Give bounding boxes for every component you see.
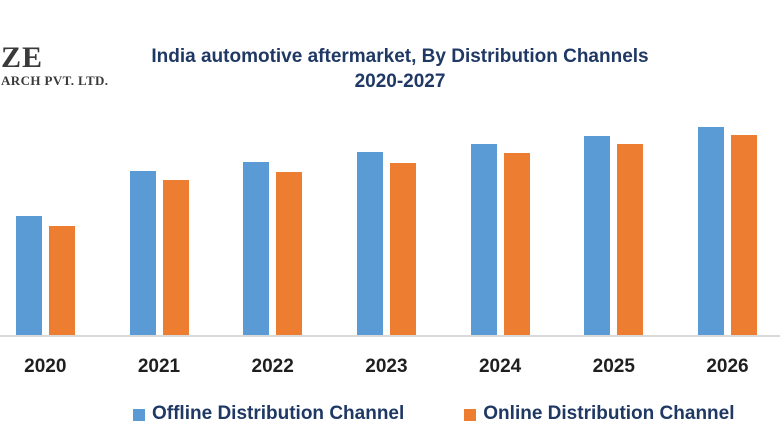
chart-title-line2: 2020-2027 — [354, 71, 446, 92]
chart-title: India automotive aftermarket, By Distrib… — [20, 44, 780, 94]
x-axis-label-2022: 2022 — [251, 356, 294, 377]
offline-legend-swatch-icon — [133, 409, 145, 421]
x-axis-label-2024: 2024 — [478, 356, 522, 377]
legend-label-offline: Offline Distribution Channel — [152, 403, 405, 424]
bar-online-2020 — [48, 226, 75, 335]
bar-online-2023 — [389, 162, 416, 335]
bar-online-2024 — [503, 153, 530, 335]
online-legend-swatch-icon — [464, 409, 477, 421]
bar-online-2025 — [617, 144, 644, 335]
bar-online-2021 — [162, 180, 189, 335]
bar-online-2022 — [276, 171, 303, 335]
chart-legend: Offline Distribution Channel Online Dist… — [133, 403, 735, 425]
logo-text-cropped: ZE — [1, 41, 44, 74]
legend-item-online: Online Distribution Channel — [464, 403, 735, 425]
x-axis-label-2021: 2021 — [137, 356, 181, 377]
bar-offline-2026 — [698, 127, 724, 335]
x-axis-label-2025: 2025 — [592, 356, 635, 377]
x-axis-label-2020: 2020 — [24, 356, 67, 377]
chart-title-line1: India automotive aftermarket, By Distrib… — [151, 46, 649, 67]
bar-offline-2023 — [356, 151, 383, 335]
bar-offline-2024 — [470, 144, 497, 335]
bar-offline-2025 — [584, 135, 611, 335]
logo-subtext-cropped: ARCH PVT. LTD. — [1, 73, 109, 88]
x-axis-line — [0, 335, 780, 337]
legend-item-offline: Offline Distribution Channel — [133, 403, 404, 425]
bar-offline-2022 — [243, 161, 270, 335]
x-axis-label-2023: 2023 — [365, 356, 408, 377]
logo-maximize-market-research-cropped: ZE ARCH PVT. LTD. — [1, 42, 108, 87]
bar-offline-2020 — [15, 216, 42, 335]
x-axis-label-2026: 2026 — [706, 356, 749, 377]
bar-offline-2021 — [129, 171, 156, 335]
bar-online-2026 — [731, 134, 757, 335]
legend-label-online: Online Distribution Channel — [483, 403, 735, 424]
